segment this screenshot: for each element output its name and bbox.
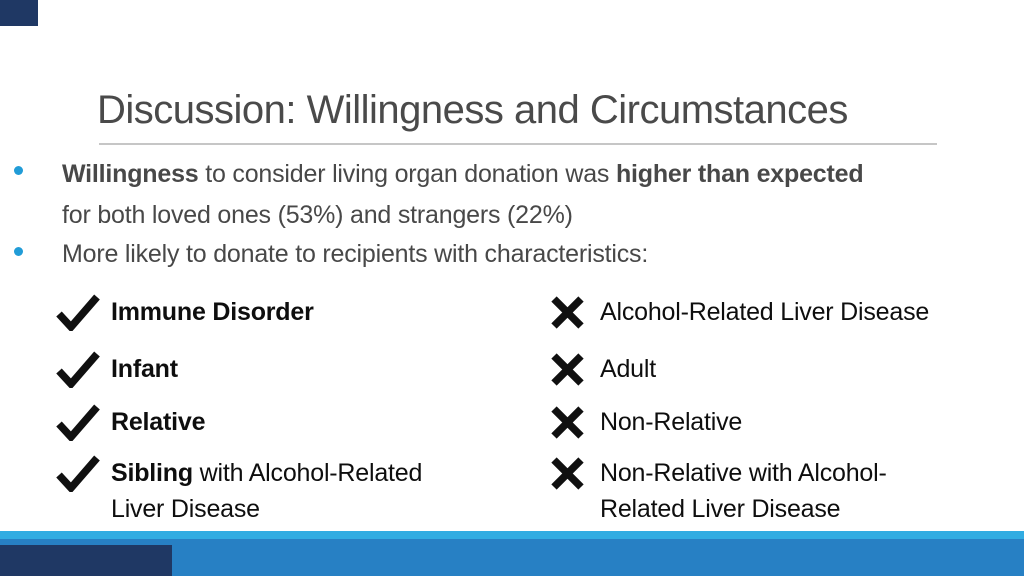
- check-icon: [56, 404, 100, 441]
- bullet-willingness: Willingness to consider living organ don…: [62, 154, 962, 236]
- con-label-line2: Related Liver Disease: [600, 495, 841, 523]
- check-icon: [56, 351, 100, 388]
- slide-title: Discussion: Willingness and Circumstance…: [97, 88, 848, 132]
- x-icon: [551, 353, 584, 386]
- check-icon: [56, 455, 100, 492]
- bullet-more-likely: More likely to donate to recipients with…: [62, 240, 649, 268]
- pro-label: Immune Disorder: [111, 298, 314, 326]
- bullet1-bold-willingness: Willingness: [62, 160, 199, 188]
- con-row-non-relative-alcohol: Non-Relative with Alcohol- Related Liver…: [548, 455, 887, 527]
- x-icon: [551, 406, 584, 439]
- con-label: Non-Relative: [600, 408, 743, 436]
- x-icon: [551, 457, 584, 490]
- pro-label: Infant: [111, 355, 178, 383]
- pro-row-sibling: Sibling with Alcohol-Related Liver Disea…: [56, 455, 422, 527]
- pro-label: Relative: [111, 408, 206, 436]
- bullet-dot: [14, 247, 23, 256]
- pro-row-relative: Relative: [56, 404, 205, 441]
- con-label: Alcohol-Related Liver Disease: [600, 298, 930, 326]
- bullet1-bold-higher: higher than expected: [615, 160, 864, 188]
- bullet-dot: [14, 166, 23, 175]
- con-label: Adult: [600, 355, 656, 383]
- con-row-non-relative: Non-Relative: [548, 404, 742, 441]
- bullet1-mid-text: to consider living organ donation was: [198, 160, 616, 188]
- con-row-adult: Adult: [548, 351, 656, 388]
- bottom-band-stripe: [0, 531, 1024, 539]
- pro-label-line2: Liver Disease: [111, 495, 260, 523]
- x-icon: [551, 296, 584, 329]
- check-icon: [56, 294, 100, 331]
- pro-label: Sibling: [111, 459, 193, 487]
- pro-label-rest: with Alcohol-Related: [192, 459, 423, 487]
- bullet1-line2: for both loved ones (53%) and strangers …: [62, 201, 573, 229]
- pro-row-infant: Infant: [56, 351, 178, 388]
- corner-accent-rect: [0, 0, 38, 26]
- bottom-band-left-accent: [0, 545, 172, 576]
- con-label: Non-Relative with Alcohol-: [600, 459, 887, 487]
- pro-row-immune-disorder: Immune Disorder: [56, 294, 314, 331]
- title-underline: [99, 143, 937, 145]
- con-row-alcohol-related: Alcohol-Related Liver Disease: [548, 294, 929, 331]
